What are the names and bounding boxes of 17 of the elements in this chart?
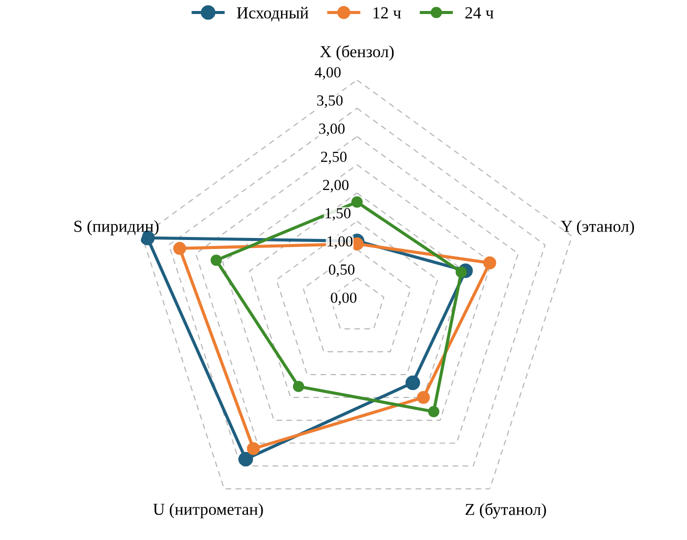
y-tick-label: 0,50: [328, 264, 354, 277]
y-tick-label: 2,00: [323, 180, 349, 192]
y-tick-label: 2,50: [321, 152, 347, 164]
y-tick-label: 3,00: [319, 124, 345, 136]
y-tick-label: 0,00: [330, 292, 356, 306]
y-tick-label: 3,50: [317, 95, 343, 108]
y-tick-label: 4,00: [314, 67, 341, 80]
spoke-label: Z (бутанол): [466, 502, 546, 519]
spoke-label: U (нитрометан): [153, 503, 263, 518]
legend-label: 24 ч: [465, 7, 494, 18]
y-tick-label: 1,50: [326, 208, 351, 221]
legend-label: 12 ч: [374, 7, 401, 18]
legend-label: Исходный: [236, 6, 308, 22]
y-tick-label: 1,00: [328, 236, 352, 249]
spoke-label: S (пиридин): [74, 220, 159, 236]
spoke-label: Y (этанол): [560, 220, 634, 236]
spoke-label: X (бензол): [320, 45, 394, 61]
